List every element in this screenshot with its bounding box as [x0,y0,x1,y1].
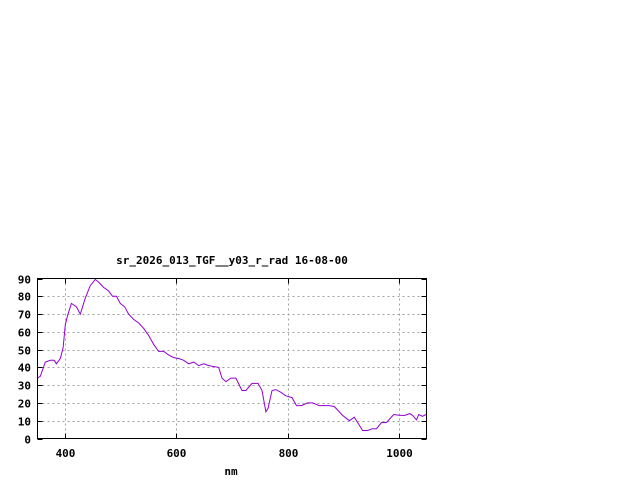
chart-title: sr_2026_013_TGF__y03_r_rad 16-08-00 [116,254,348,267]
grid [37,278,427,439]
y-tick-label: 30 [18,380,31,393]
x-axis-label: nm [224,465,238,478]
x-tick-label: 400 [56,447,76,460]
ticks: 0 10 20 30 40 50 60 70 80 90 400 600 800 1000 [18,274,427,460]
y-tick-label: 20 [18,398,31,411]
y-tick-label: 50 [18,345,31,358]
y-tick-label: 70 [18,309,31,322]
y-tick-label: 10 [18,416,31,429]
y-tick-label: 0 [24,434,31,447]
x-tick-label: 1000 [386,447,413,460]
y-tick-label: 60 [18,327,31,340]
y-tick-label: 90 [18,274,31,287]
series-line [37,278,427,431]
x-tick-label: 600 [167,447,187,460]
x-tick-label: 800 [279,447,299,460]
y-tick-label: 40 [18,362,31,375]
plot-frame [37,278,427,439]
y-tick-label: 80 [18,291,31,304]
